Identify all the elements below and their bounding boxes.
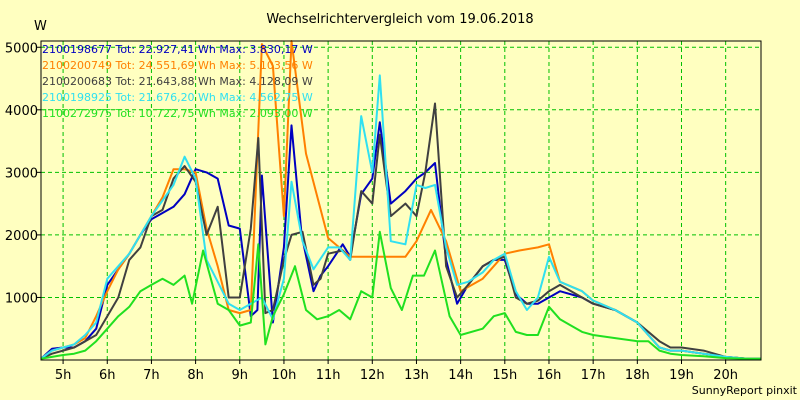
x-tick-label: 7h [143,368,160,383]
x-tick-label: 10h [272,368,297,383]
x-tick-label: 11h [316,368,341,383]
plot-area [41,41,761,360]
x-tick-label: 12h [360,368,385,383]
y-tick-label: 5000 [5,41,38,56]
y-tick-label: 3000 [5,166,38,181]
series-line-5 [40,230,761,360]
y-tick-label: 1000 [5,291,38,306]
credit-label: SunnyReport pinxit [692,384,798,397]
x-tick-label: 15h [492,368,517,383]
y-axis-unit: W [34,19,47,34]
x-tick-label: 20h [713,368,738,383]
x-tick-label: 5h [55,368,72,383]
x-tick-label: 17h [581,368,606,383]
x-tick-label: 14h [448,368,473,383]
x-tick-label: 8h [187,368,204,383]
x-tick-label: 9h [232,368,249,383]
legend-entry-2: 2100200749 Tot: 24.551,69 Wh Max: 5.103,… [42,59,313,72]
x-tick-label: 19h [669,368,694,383]
x-tick-label: 16h [537,368,562,383]
series-line-4 [40,74,761,360]
x-tick-label: 18h [625,368,650,383]
plot-frame [40,40,762,361]
y-tick-label: 4000 [5,104,38,119]
legend-entry-1: 2100198677 Tot: 22.927,41 Wh Max: 3.830,… [42,43,313,56]
legend-entry-3: 2100200683 Tot: 21.643,88 Wh Max: 4.128,… [42,75,313,88]
y-tick-label: 2000 [5,229,38,244]
chart-title: Wechselrichtervergleich vom 19.06.2018 [266,12,533,27]
x-tick-label: 13h [404,368,429,383]
legend-entry-5: 1100272975 Tot: 10.722,75 Wh Max: 2.093,… [42,107,313,120]
x-tick-label: 6h [99,368,116,383]
legend-entry-4: 2100198925 Tot: 21.676,20 Wh Max: 4.562,… [42,91,313,104]
